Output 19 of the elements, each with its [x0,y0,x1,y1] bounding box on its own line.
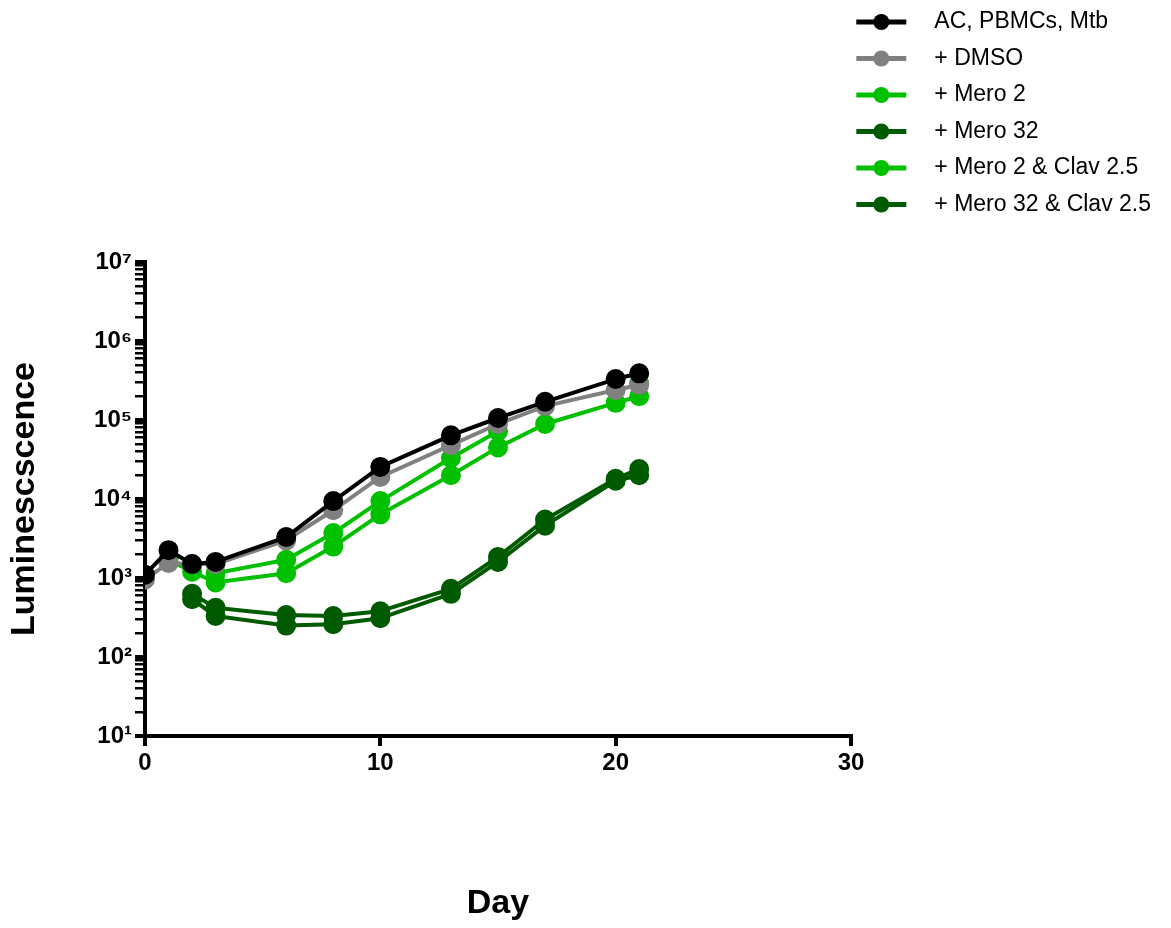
y-tick-label: 10⁴ [93,483,132,511]
y-tick-label: 10¹ [97,720,133,748]
y-tick-label: 10⁵ [94,404,132,432]
legend-label: + Mero 2 & Clav 2.5 [934,153,1139,180]
legend-label: + Mero 32 [934,116,1039,143]
legend-label: + Mero 2 [934,80,1026,107]
y-axis-title: Luminescscence [2,361,41,637]
x-tick-label: 10 [366,748,394,776]
legend-label: + Mero 32 & Clav 2.5 [934,189,1152,216]
y-tick-label: 10³ [97,562,133,590]
x-axis-title: Day [466,881,530,920]
y-tick-label: 10² [97,641,133,669]
legend-label: AC, PBMCs, Mtb [934,7,1109,34]
x-tick-label: 30 [837,748,865,776]
y-tick-label: 10⁷ [95,246,132,274]
x-tick-label: 20 [602,748,630,776]
legend-label: + DMSO [934,43,1024,70]
y-tick-label: 10⁶ [94,325,132,353]
x-tick-label: 0 [138,748,152,776]
